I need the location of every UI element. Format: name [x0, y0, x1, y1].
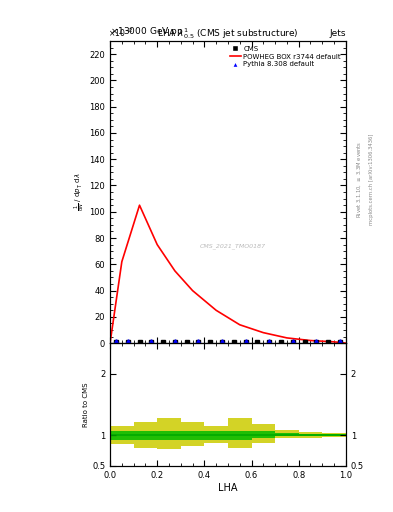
Y-axis label: Ratio to CMS: Ratio to CMS [83, 382, 89, 427]
Text: CMS_2021_TMO0187: CMS_2021_TMO0187 [200, 244, 266, 249]
Text: $\times10^{-2}$: $\times10^{-2}$ [108, 27, 133, 39]
Y-axis label: $\frac{1}{\mathrm{d}N}$ / $\mathrm{d}p_{\mathrm{T}}$ $\mathrm{d}\lambda$: $\frac{1}{\mathrm{d}N}$ / $\mathrm{d}p_{… [72, 173, 86, 211]
Legend: CMS, POWHEG BOX r3744 default, Pythia 8.308 default: CMS, POWHEG BOX r3744 default, Pythia 8.… [229, 45, 342, 69]
Text: mcplots.cern.ch [arXiv:1306.3436]: mcplots.cern.ch [arXiv:1306.3436] [369, 134, 374, 225]
Title: LHA $\lambda^{1}_{0.5}$ (CMS jet substructure): LHA $\lambda^{1}_{0.5}$ (CMS jet substru… [157, 26, 299, 41]
Text: $\times$13000 GeV pp: $\times$13000 GeV pp [110, 26, 184, 38]
Text: Rivet 3.1.10, $\geq$ 3.3M events: Rivet 3.1.10, $\geq$ 3.3M events [356, 141, 364, 218]
X-axis label: LHA: LHA [218, 482, 238, 493]
Text: Jets: Jets [329, 29, 346, 38]
